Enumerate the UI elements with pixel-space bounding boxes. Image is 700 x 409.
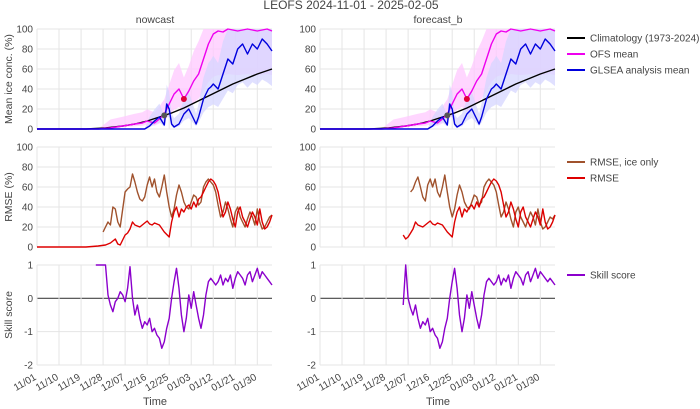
y-tick-label: 80: [22, 163, 34, 174]
y-axis-title-ice-text: Mean ice conc. (%): [3, 34, 15, 124]
series-line-rmse-ice-only: [102, 173, 273, 233]
y-tick-label: 60: [22, 65, 34, 76]
y-tick-label: 40: [305, 203, 317, 214]
y-tick-label: 20: [305, 105, 317, 116]
x-tick-label: 01/30: [232, 372, 260, 394]
y-tick-label: 20: [22, 105, 34, 116]
y-tick-label: 1: [310, 261, 316, 272]
series-line-skill-score: [95, 264, 273, 349]
y-tick-label: 60: [22, 183, 34, 194]
panel-nowcast-1: 0 20 40 60 80 100: [16, 143, 273, 254]
series-line-ofs-mean: [37, 28, 273, 130]
y-axis-title-ice: Mean ice conc. (%): [3, 34, 15, 124]
y-tick-label: 80: [305, 163, 317, 174]
climatology-marker: [444, 112, 451, 119]
series-line-rmse-ice-only: [410, 174, 556, 230]
legend-label: Skill score: [590, 271, 636, 282]
y-tick-label: 80: [305, 45, 317, 56]
legend-label: GLSEA analysis mean: [590, 66, 690, 77]
ofs-marker: [180, 96, 187, 102]
series-line-skill-score: [402, 264, 556, 349]
y-tick-label: 80: [22, 45, 34, 56]
y-axis-title-skill: Skill score: [3, 291, 15, 339]
legend-area: Climatology (1973-2024) OFS mean GLSEA ana…: [567, 34, 700, 282]
y-tick-label: 100: [299, 25, 316, 36]
legend-label: RMSE: [590, 174, 619, 185]
y-tick-label: -2: [307, 361, 316, 372]
y-tick-label: 1: [27, 261, 33, 272]
y-tick-label: 40: [305, 85, 317, 96]
y-tick-label: 20: [305, 223, 317, 234]
y-tick-label: 60: [305, 65, 317, 76]
x-tick-label: 01/30: [515, 372, 543, 394]
ofs-spread-band: [37, 29, 272, 129]
y-tick-label: 0: [310, 243, 316, 254]
ofs-spread-band: [320, 29, 555, 129]
legend-label: RMSE, ice only: [590, 158, 658, 169]
y-tick-label: 0: [310, 125, 316, 136]
panel-forecast_b-0: 0 20 40 60 80 100: [299, 25, 556, 136]
y-tick-label: -2: [24, 361, 33, 372]
legend-label: Climatology (1973-2024): [590, 34, 700, 45]
y-axis-title-rmse: RMSE (%): [3, 172, 15, 222]
x-axis-title-nowcast: Time: [143, 396, 167, 408]
y-tick-label: 0: [27, 294, 33, 305]
y-tick-label: 60: [305, 183, 317, 194]
panel-nowcast-0: 0 20 40 60 80 100: [16, 25, 273, 136]
figure-title: LEOFS 2024-11-01 - 2025-02-05: [263, 0, 439, 12]
y-axis-title-rmse-text: RMSE (%): [3, 172, 15, 222]
glsea-spread-band: [320, 29, 555, 129]
y-tick-label: 0: [310, 294, 316, 305]
panel-forecast_b-1: 0 20 40 60 80 100: [299, 143, 556, 254]
panel-forecast_b-2: -2-10111/0111/1011/1911/2812/0712/1612/2…: [295, 261, 556, 394]
series-line-ofs-mean: [320, 28, 556, 130]
y-axis-title-skill-text: Skill score: [3, 291, 15, 339]
series-line-rmse: [37, 178, 273, 248]
y-tick-label: 40: [22, 85, 34, 96]
climatology-marker: [161, 112, 168, 119]
y-tick-label: -1: [24, 327, 33, 338]
y-tick-label: 0: [27, 125, 33, 136]
plot-panels: 0204060801000204060801000204060801000204…: [12, 25, 556, 394]
panel-title-forecast-b: forecast_b: [413, 14, 462, 26]
y-tick-label: -1: [307, 327, 316, 338]
x-axis-title-forecast-b: Time: [426, 396, 450, 408]
panel-title-nowcast: nowcast: [136, 14, 175, 26]
series-line-glsea-analysis-mean: [320, 38, 556, 130]
glsea-spread-band: [37, 29, 272, 129]
panel-nowcast-2: -2-10111/0111/1011/1911/2812/0712/1612/2…: [12, 261, 273, 394]
y-tick-label: 0: [27, 243, 33, 254]
y-tick-label: 40: [22, 203, 34, 214]
ofs-marker: [463, 96, 470, 102]
series-line-rmse: [402, 178, 556, 240]
y-tick-label: 100: [16, 25, 33, 36]
series-line-glsea-analysis-mean: [37, 38, 273, 130]
y-tick-label: 100: [299, 143, 316, 154]
y-tick-label: 100: [16, 143, 33, 154]
legend-label: OFS mean: [590, 50, 638, 61]
y-tick-label: 20: [22, 223, 34, 234]
